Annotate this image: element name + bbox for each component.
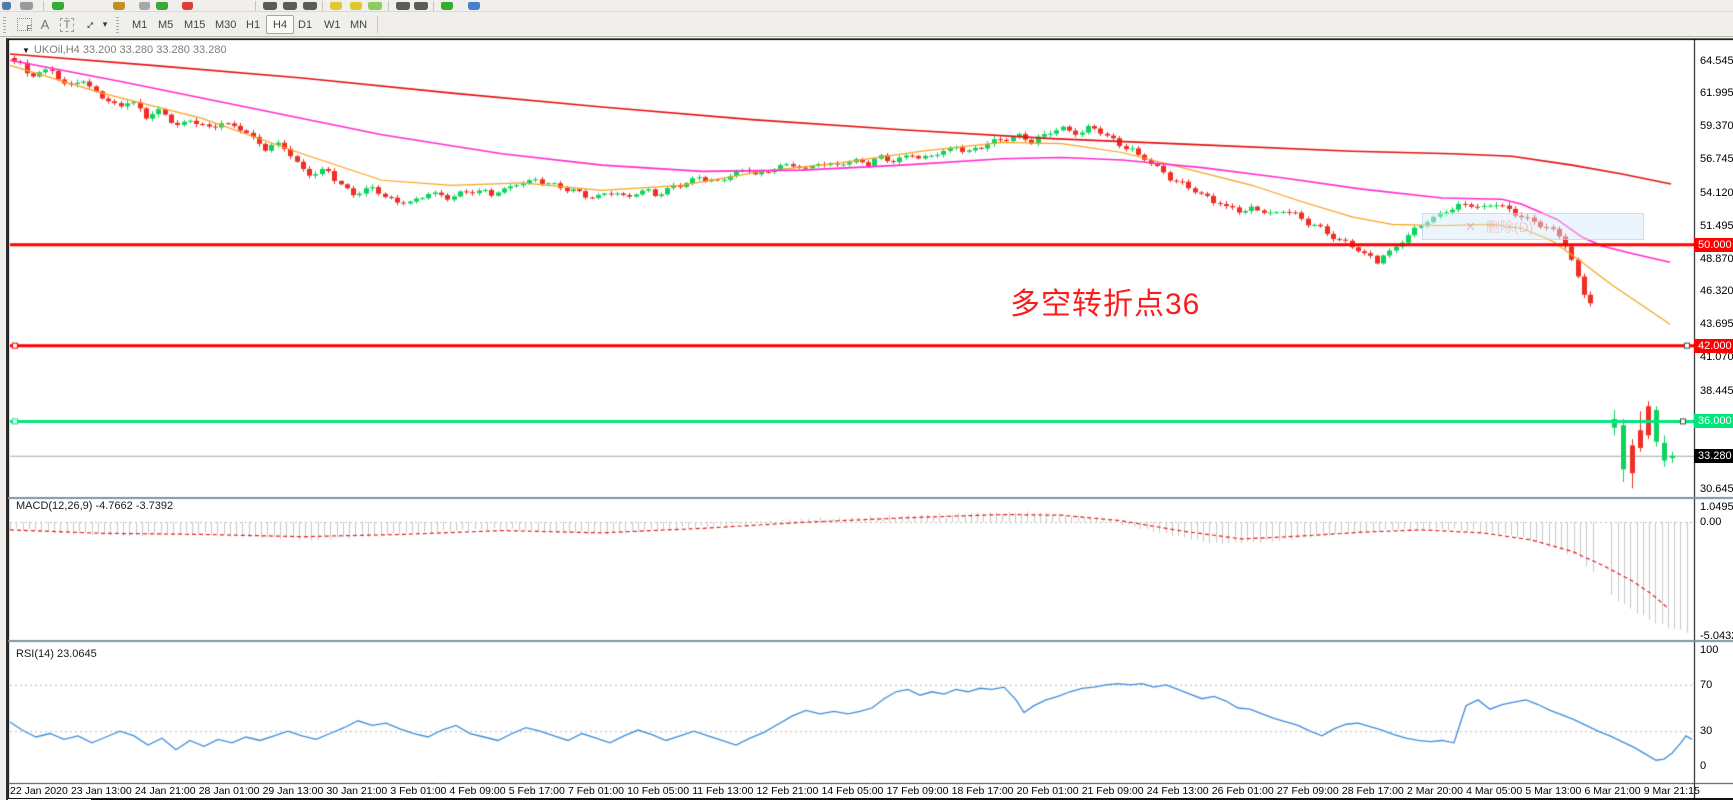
price-tick: 56.745	[1700, 153, 1733, 166]
hline-tool-icon-fragment[interactable]	[414, 2, 428, 10]
grid-color-icon-fragment[interactable]	[368, 2, 382, 10]
price-tick: 30.645	[1700, 483, 1733, 496]
date-tick: 5 Feb 17:00	[508, 785, 565, 797]
price-tick: 38.445	[1700, 384, 1733, 397]
timeframe-m5-button[interactable]: M5	[158, 18, 174, 31]
price-badge-50.000: 50.000	[1694, 237, 1733, 252]
date-tick: 4 Mar 05:00	[1466, 785, 1523, 797]
price-tick: 41.070	[1700, 351, 1733, 364]
text-label-icon[interactable]: A	[40, 17, 50, 32]
date-tick: 27 Feb 09:00	[1276, 785, 1339, 797]
date-tick: 21 Feb 09:00	[1081, 785, 1144, 797]
date-tick: 20 Feb 01:00	[1016, 785, 1079, 797]
macd-tick: -5.0432	[1700, 629, 1733, 642]
timeframe-h4-button[interactable]: H4	[266, 15, 295, 34]
hline-tool-icon-fragment[interactable]	[396, 2, 410, 10]
date-tick: 14 Feb 05:00	[821, 785, 884, 797]
new-chart-icon-fragment[interactable]	[2, 2, 11, 10]
rsi-tick: 30	[1700, 725, 1713, 738]
price-badge-33.280: 33.280	[1694, 448, 1733, 463]
date-tick: 18 Feb 17:00	[951, 785, 1014, 797]
toolbar-separator	[377, 16, 378, 33]
snap-grid-icon[interactable]: F	[12, 15, 36, 34]
date-tick: 11 Feb 13:00	[692, 785, 754, 797]
price-tick: 51.495	[1700, 219, 1733, 232]
date-tick: 4 Feb 09:00	[449, 785, 506, 797]
hline-tool-icon-fragment[interactable]	[303, 2, 317, 10]
date-tick: 5 Mar 13:00	[1525, 785, 1582, 797]
price-tick: 64.545	[1700, 55, 1733, 67]
price-tick: 61.995	[1700, 87, 1733, 100]
date-tick: 26 Feb 01:00	[1211, 785, 1274, 797]
price-badge-42.000: 42.000	[1694, 338, 1733, 353]
pencil-icon-fragment[interactable]	[350, 2, 362, 10]
zoom-icon-fragment[interactable]	[20, 2, 33, 10]
add2-icon-fragment[interactable]	[441, 2, 453, 10]
date-tick: 29 Jan 13:00	[262, 785, 324, 797]
date-tick: 6 Mar 21:00	[1584, 785, 1641, 797]
date-tick: 9 Mar 21:15	[1643, 785, 1700, 797]
hline-tool-icon-fragment[interactable]	[283, 2, 297, 10]
macd-tick: 1.0495	[1700, 501, 1733, 513]
timeframe-d1-button[interactable]: D1	[298, 18, 313, 31]
toolbar-separator	[322, 1, 323, 11]
date-tick: 17 Feb 09:00	[886, 785, 949, 797]
date-tick: 23 Jan 13:00	[70, 785, 132, 797]
globe-icon-fragment[interactable]	[468, 2, 480, 10]
timeframe-w1-button[interactable]: W1	[324, 18, 341, 31]
timeframe-m15-button[interactable]: M15	[184, 18, 206, 31]
play-icon-fragment[interactable]	[156, 2, 168, 10]
date-tick: 7 Feb 01:00	[567, 785, 624, 797]
date-tick: 30 Jan 21:00	[326, 785, 388, 797]
timeframe-mn-button[interactable]: MN	[350, 18, 368, 31]
price-tick: 59.370	[1700, 120, 1733, 133]
hline-tool-icon-fragment[interactable]	[263, 2, 277, 10]
price-chart-canvas[interactable]	[8, 39, 1733, 800]
toolbar-separator	[43, 1, 44, 11]
price-tick: 43.695	[1700, 318, 1733, 331]
price-tick: 54.120	[1700, 186, 1733, 199]
toolbar-separator	[433, 1, 434, 11]
timeframe-m1-button[interactable]: M1	[132, 18, 148, 31]
price-tick: 48.870	[1700, 252, 1733, 265]
rsi-tick: 100	[1700, 644, 1719, 656]
gold-icon-fragment[interactable]	[113, 2, 125, 10]
date-tick: 12 Feb 21:00	[756, 785, 819, 797]
chart-window: ▼ UKOil,H4 33.200 33.280 33.280 33.280 ✕ …	[6, 38, 1733, 800]
price-tick: 46.320	[1700, 285, 1733, 298]
date-tick: 3 Feb 01:00	[390, 785, 447, 797]
date-tick: 28 Jan 01:00	[198, 785, 260, 797]
date-tick: 10 Feb 05:00	[627, 785, 690, 797]
secondary-toolbar: F A T ↕ ▾ M1 M5 M15 M30 H1 H4 D1 W1 MN	[0, 13, 1733, 37]
toolbar-grip[interactable]	[3, 17, 6, 33]
rsi-tick: 0	[1700, 760, 1707, 772]
date-tick: 2 Mar 20:00	[1406, 785, 1463, 797]
date-tick: 24 Jan 21:00	[134, 785, 196, 797]
cylinder-icon-fragment[interactable]	[139, 2, 150, 10]
main-toolbar	[0, 0, 1733, 12]
date-tick: 22 Jan 2020	[10, 785, 68, 797]
date-axis[interactable]: 22 Jan 2020 23 Jan 13:00 24 Jan 21:00 28 Ja…	[10, 785, 1700, 798]
bottom-border	[8, 798, 1733, 800]
add-icon-fragment[interactable]	[52, 2, 64, 10]
rsi-tick: 70	[1700, 678, 1713, 691]
timeframe-m30-button[interactable]: M30	[215, 18, 237, 31]
toolbar-separator	[388, 1, 389, 11]
toolbar-separator	[255, 1, 256, 11]
stop-icon-fragment[interactable]	[182, 2, 193, 10]
tool-dropdown-caret-icon[interactable]: ▾	[102, 19, 108, 29]
pencil-icon-fragment[interactable]	[330, 2, 342, 10]
date-tick: 28 Feb 17:00	[1341, 785, 1404, 797]
textbox-icon[interactable]: T	[56, 15, 78, 34]
date-tick: 24 Feb 13:00	[1146, 785, 1209, 797]
price-badge-36.000: 36.000	[1694, 414, 1733, 429]
timeframe-h1-button[interactable]: H1	[246, 18, 261, 31]
macd-tick: 0.00	[1700, 516, 1722, 528]
toolbar-grip[interactable]	[116, 17, 119, 33]
